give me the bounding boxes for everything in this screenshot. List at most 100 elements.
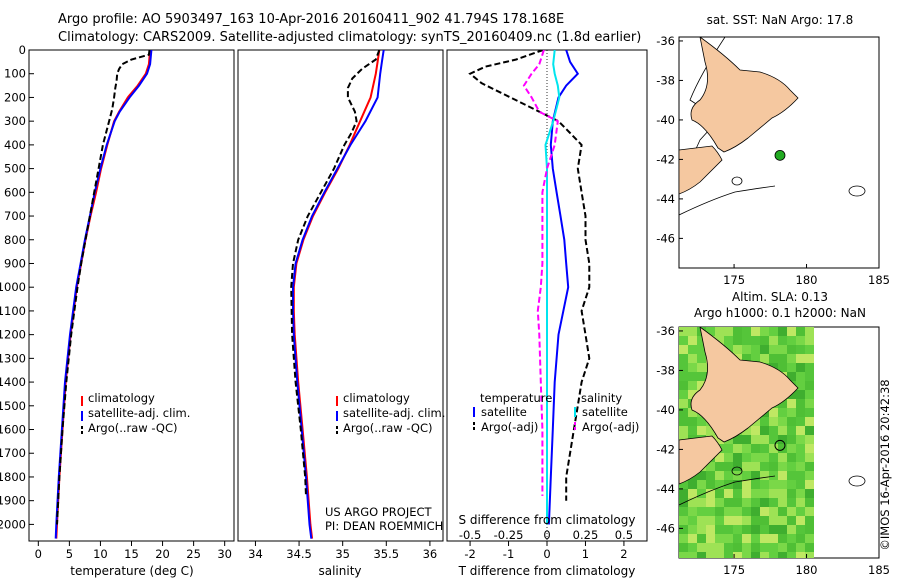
sla-cell <box>751 444 760 453</box>
sla-map-content <box>679 327 866 558</box>
salinity-series-group <box>290 50 385 539</box>
sst-contour <box>679 185 776 216</box>
salinity-x-axis: 34 34.5 35 35.5 36 <box>248 541 437 561</box>
sla-cell <box>706 552 715 558</box>
depth-tick-label: 1200 <box>0 328 26 342</box>
sla-cell <box>742 489 751 498</box>
sla-cell <box>796 525 805 534</box>
depth-tick-label: 1600 <box>0 423 26 437</box>
sst-map-title: sat. SST: NaN Argo: 17.8 <box>707 13 854 27</box>
sla-cell <box>760 444 769 453</box>
sla-cell <box>679 345 688 354</box>
sla-cell <box>778 354 787 363</box>
sla-cell <box>679 507 688 516</box>
argo-float-marker <box>774 439 786 451</box>
sla-cell <box>751 525 760 534</box>
depth-tick-label: 200 <box>4 90 26 104</box>
sla-cell <box>760 534 769 543</box>
sla-cell <box>742 354 751 363</box>
sla-cell <box>796 516 805 525</box>
sla-cell <box>733 525 742 534</box>
legend-label-climatology: climatology <box>343 391 410 405</box>
sla-cell <box>769 507 778 516</box>
sla-contour <box>679 475 776 506</box>
sla-cell <box>715 534 724 543</box>
sla-map-title-line2: Argo h1000: 0.1 h2000: NaN <box>694 306 866 320</box>
sla-cell <box>787 426 796 435</box>
sla-cell <box>724 543 733 552</box>
sla-cell <box>769 489 778 498</box>
sla-cell <box>805 381 814 390</box>
series-satellite-temperature <box>547 50 580 525</box>
x-tick-label: 15 <box>124 547 139 561</box>
sla-cell <box>679 417 688 426</box>
sla-cell <box>715 480 724 489</box>
sla-cell <box>724 516 733 525</box>
sla-cell <box>697 552 706 558</box>
sla-cell <box>778 363 787 372</box>
lat-tick-label: -44 <box>656 482 675 496</box>
sla-cell <box>796 336 805 345</box>
sla-cell <box>742 444 751 453</box>
sla-cell <box>769 516 778 525</box>
sla-cell <box>796 345 805 354</box>
sla-cell <box>787 462 796 471</box>
sla-cell <box>778 498 787 507</box>
sla-cell <box>751 327 760 336</box>
sla-cell <box>697 417 706 426</box>
temperature-x-label: temperature (deg C) <box>70 564 193 578</box>
sla-cell <box>742 534 751 543</box>
salinity-axes-frame <box>237 49 444 542</box>
sla-cell <box>769 417 778 426</box>
figure-title-line2: Climatology: CARS2009. Satellite-adjuste… <box>58 30 642 45</box>
sla-cell <box>706 516 715 525</box>
lat-tick-label: -36 <box>656 34 675 48</box>
sla-cell <box>805 372 814 381</box>
sla-cell <box>697 426 706 435</box>
x-tick-label: 35 <box>335 547 350 561</box>
x2-tick-label: 0 <box>543 528 550 542</box>
sla-cell <box>760 453 769 462</box>
sla-cell <box>697 354 706 363</box>
sla-cell <box>805 462 814 471</box>
sst-map-panel: sat. SST: NaN Argo: 17.8 175 180 185 -36-3… <box>656 13 890 287</box>
series-argo-adj--temperature <box>468 50 591 501</box>
sla-map-panel: Altim. SLA: 0.13 Argo h1000: 0.1 h2000: … <box>656 290 890 577</box>
legend-label-s-satellite: satellite <box>582 405 628 419</box>
sla-cell <box>724 462 733 471</box>
temperature-legend: climatology satellite-adj. clim. Argo(..… <box>81 391 190 436</box>
sla-cell <box>715 435 724 444</box>
sla-cell <box>778 516 787 525</box>
sla-cell <box>778 507 787 516</box>
sla-cell <box>679 480 688 489</box>
series-argo-raw-qc- <box>290 50 381 496</box>
sla-cell <box>805 390 814 399</box>
sla-cell <box>787 507 796 516</box>
sla-cell <box>778 489 787 498</box>
sla-cell <box>805 534 814 543</box>
x-tick-label: 35.5 <box>373 547 399 561</box>
sla-cell <box>688 489 697 498</box>
sla-cell <box>715 552 724 558</box>
sla-cell <box>787 471 796 480</box>
x2-tick-label: 0.25 <box>573 528 599 542</box>
sla-cell <box>706 426 715 435</box>
sla-cell <box>742 471 751 480</box>
sla-cell <box>787 534 796 543</box>
sla-cell <box>679 363 688 372</box>
depth-tick-label: 1500 <box>0 399 26 413</box>
sla-cell <box>751 552 760 558</box>
lon-tick-label: 180 <box>796 273 818 287</box>
sla-cell <box>751 453 760 462</box>
sla-cell <box>787 489 796 498</box>
sla-cell <box>760 543 769 552</box>
sla-cell <box>679 534 688 543</box>
depth-tick-label: 400 <box>4 138 26 152</box>
sla-cell <box>697 489 706 498</box>
sla-cell <box>769 525 778 534</box>
sla-cell <box>706 543 715 552</box>
sla-cell <box>751 462 760 471</box>
sla-cell <box>688 525 697 534</box>
sla-map-title-line1: Altim. SLA: 0.13 <box>732 290 828 304</box>
x-tick-label: 34.5 <box>286 547 312 561</box>
